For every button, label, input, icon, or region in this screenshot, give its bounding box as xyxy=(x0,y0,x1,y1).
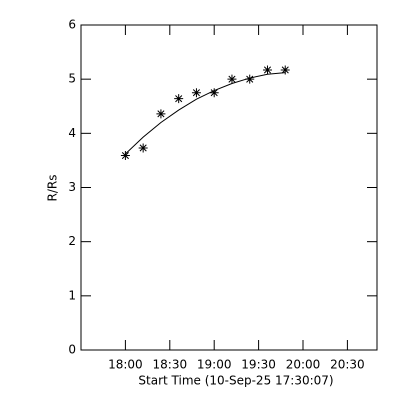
y-tick-label: 5 xyxy=(68,72,76,86)
y-tick-label: 1 xyxy=(68,288,76,302)
y-tick-label: 3 xyxy=(68,180,76,194)
y-tick-label: 2 xyxy=(68,234,76,248)
y-tick-label: 0 xyxy=(68,343,76,357)
x-tick-label: 18:30 xyxy=(153,358,188,372)
asterisk-point xyxy=(120,151,130,161)
asterisk-point xyxy=(209,88,219,98)
x-tick-label: 20:30 xyxy=(330,358,365,372)
fit-line xyxy=(125,72,286,155)
x-tick-label: 20:00 xyxy=(286,358,321,372)
asterisk-point xyxy=(191,88,201,98)
asterisk-point xyxy=(227,74,237,84)
asterisk-point xyxy=(156,109,166,119)
x-axis-label: Start Time (10-Sep-25 17:30:07) xyxy=(138,374,333,388)
x-tick-label: 18:00 xyxy=(108,358,143,372)
y-tick-label: 6 xyxy=(68,18,76,32)
x-tick-label: 19:00 xyxy=(197,358,232,372)
y-axis-label: R/Rs xyxy=(46,175,60,202)
plot-frame xyxy=(80,24,378,351)
y-tick-label: 4 xyxy=(68,126,76,140)
asterisk-point xyxy=(138,143,148,153)
asterisk-point xyxy=(262,65,272,75)
asterisk-point xyxy=(174,94,184,104)
asterisk-point xyxy=(280,65,290,75)
asterisk-point xyxy=(245,74,255,84)
x-tick-label: 19:30 xyxy=(241,358,276,372)
